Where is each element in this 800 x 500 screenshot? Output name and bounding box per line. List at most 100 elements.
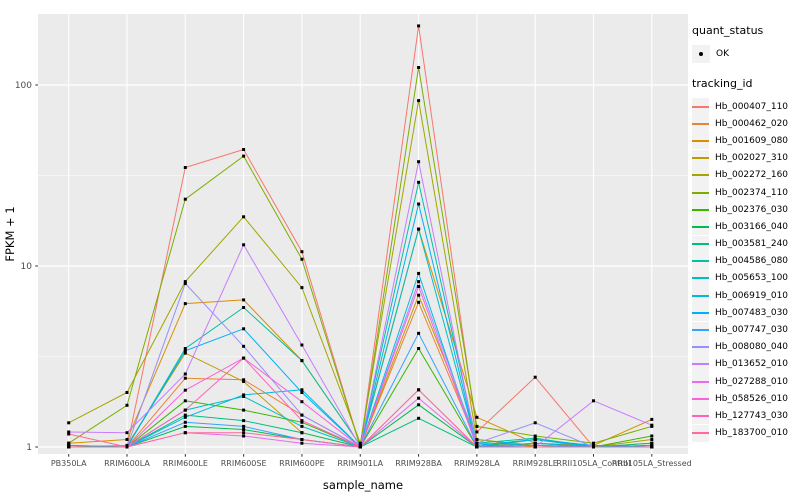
line-key-icon (692, 321, 709, 339)
data-point (592, 441, 595, 445)
x-tick-label: RRIM901LA (337, 459, 383, 468)
series-color-line-icon (692, 363, 709, 366)
series-color-line-icon (692, 414, 709, 417)
line-key-icon (692, 166, 709, 184)
plot-area: PB350LA RRIM600LA RRIM600LE RRIM600SE RRIM60… (15, 14, 692, 468)
data-point (183, 408, 187, 412)
legend-label-tracking: Hb_006919_010 (715, 290, 789, 301)
data-point (242, 148, 246, 151)
legend-item-tracking: Hb_002027_310 (692, 149, 800, 167)
data-point (67, 430, 71, 434)
legend-item-tracking: Hb_006919_010 (692, 287, 800, 305)
legend-label-tracking: Hb_007747_030 (715, 325, 789, 336)
data-point (242, 327, 246, 331)
line-key-icon (692, 201, 709, 219)
data-point (650, 434, 654, 438)
legend-item-tracking: Hb_004586_080 (692, 252, 800, 270)
line-key-icon (692, 252, 709, 270)
legend-item-tracking: Hb_003581_240 (692, 235, 800, 253)
series-color-line-icon (692, 139, 709, 142)
data-point (417, 300, 421, 304)
data-point (183, 347, 187, 350)
data-point (242, 395, 246, 398)
data-point (650, 417, 654, 421)
data-point (242, 419, 246, 423)
data-point (417, 227, 421, 231)
line-key-icon (692, 390, 709, 408)
data-point (125, 431, 129, 435)
legend-label-tracking: Hb_001609_080 (715, 135, 789, 146)
data-point (417, 160, 421, 164)
data-point (417, 416, 421, 420)
series-color-line-icon (692, 105, 709, 108)
legend-item-tracking: Hb_002374_110 (692, 184, 800, 202)
data-point (67, 421, 71, 425)
data-point (300, 441, 304, 445)
legend-label-tracking: Hb_003581_240 (715, 239, 789, 250)
legend-item-tracking: Hb_000407_110 (692, 98, 800, 116)
data-point (417, 331, 421, 335)
legend-label-ok: OK (716, 49, 729, 59)
line-key-icon (692, 269, 709, 287)
data-point (300, 388, 304, 392)
data-point (475, 430, 479, 434)
legend: quant_status OK tracking_id Hb_000407_11… (692, 24, 800, 456)
data-point (475, 445, 479, 449)
data-point (475, 424, 479, 428)
data-point (242, 243, 246, 247)
series-color-line-icon (692, 397, 709, 400)
data-point (417, 396, 421, 400)
data-point (183, 376, 187, 380)
legend-item-tracking: Hb_013652_010 (692, 355, 800, 373)
data-point (125, 443, 129, 447)
series-color-line-icon (692, 380, 709, 383)
data-point (125, 403, 129, 407)
x-tick-label: RRII105LA_Stressed (612, 459, 692, 468)
data-point (417, 280, 421, 284)
x-tick-label: RRIM600LE (163, 459, 208, 468)
data-point (183, 388, 187, 392)
data-point (67, 441, 71, 445)
data-point (533, 421, 537, 425)
x-tick-label: RRIM928LA (454, 459, 500, 468)
data-point (475, 443, 479, 447)
legend-item-ok: OK (692, 45, 800, 63)
data-point (300, 420, 304, 424)
data-point (125, 445, 129, 449)
data-point (417, 99, 421, 103)
y-tick-label: 100 (15, 81, 32, 91)
data-point (242, 306, 246, 309)
legend-label-tracking: Hb_127743_030 (715, 410, 789, 421)
x-tick-label: RRIM928BA (395, 459, 442, 468)
line-key-icon (692, 218, 709, 236)
series-color-line-icon (692, 311, 709, 314)
x-tick-label: RRIM928LE (513, 459, 558, 468)
data-point (300, 391, 304, 394)
data-point (183, 399, 187, 403)
data-point (183, 372, 187, 376)
data-point (650, 423, 654, 427)
data-point (533, 375, 537, 379)
data-point (475, 441, 479, 445)
data-point (242, 431, 246, 435)
legend-label-tracking: Hb_002376_030 (715, 204, 789, 215)
data-point (417, 66, 421, 69)
legend-item-tracking: Hb_183700_010 (692, 424, 800, 442)
legend-label-tracking: Hb_183700_010 (715, 428, 789, 439)
series-color-line-icon (692, 294, 709, 297)
data-point (183, 349, 187, 353)
data-point (650, 445, 654, 449)
legend-item-tracking: Hb_005653_100 (692, 269, 800, 287)
data-point (650, 438, 654, 441)
data-point (183, 302, 187, 306)
data-point (417, 202, 421, 206)
legend-label-tracking: Hb_000462_020 (715, 118, 789, 129)
series-color-line-icon (692, 243, 709, 246)
point-key-icon (692, 45, 710, 63)
line-key-icon (692, 115, 709, 133)
line-key-icon (692, 304, 709, 322)
data-point (650, 443, 654, 447)
data-point (417, 285, 421, 288)
legend-label-tracking: Hb_013652_010 (715, 359, 789, 370)
line-key-icon (692, 373, 709, 391)
